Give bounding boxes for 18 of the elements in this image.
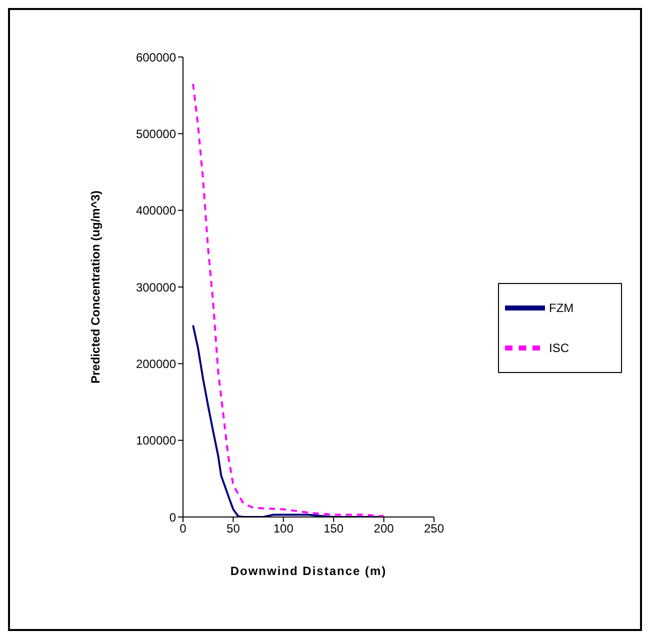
y-tick-label: 0 xyxy=(169,510,176,524)
y-tick-label: 400000 xyxy=(136,204,176,218)
y-tick-label: 200000 xyxy=(136,356,176,371)
y-tick-label: 500000 xyxy=(136,126,176,141)
x-tick-label: 200 xyxy=(374,522,394,536)
x-tick-label: 250 xyxy=(424,522,444,536)
legend-label: ISC xyxy=(549,340,570,355)
x-tick-label: 150 xyxy=(324,522,344,536)
x-tick-label: 50 xyxy=(226,522,240,536)
legend-label: FZM xyxy=(549,300,574,315)
x-axis-title: Downwind Distance (m) xyxy=(230,564,387,578)
x-tick-label: 100 xyxy=(273,522,294,536)
line-series xyxy=(192,82,385,517)
y-tick-label: 600000 xyxy=(136,50,176,64)
y-tick-label: 300000 xyxy=(136,280,176,294)
x-tick-label: 0 xyxy=(180,522,187,536)
y-tick-label: 100000 xyxy=(136,434,176,448)
y-axis-title: Predicted Concentration (ug/m^3) xyxy=(88,190,102,384)
